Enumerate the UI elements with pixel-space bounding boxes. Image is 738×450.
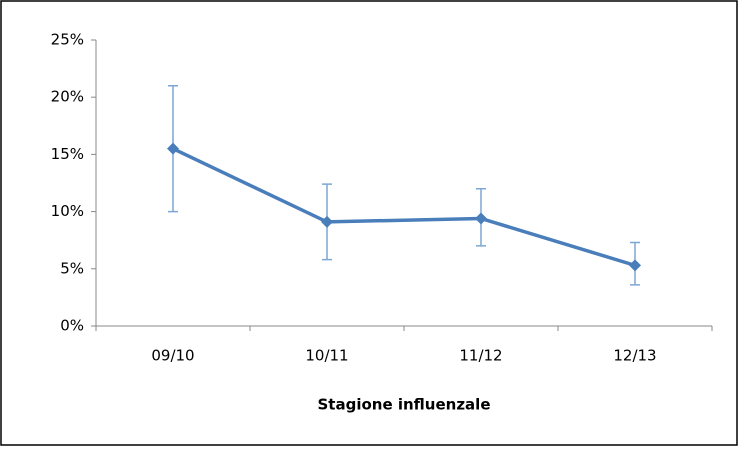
y-tick-label: 15% — [51, 145, 84, 163]
y-tick-label: 10% — [51, 202, 84, 220]
marker — [475, 212, 487, 225]
marker — [167, 142, 179, 155]
y-tick-label: 25% — [51, 31, 84, 49]
x-tick-label: 09/10 — [151, 347, 194, 365]
line — [172, 147, 636, 268]
y-tick-label: 20% — [51, 88, 84, 106]
x-tick-label: 11/12 — [459, 347, 502, 365]
marker — [629, 259, 641, 272]
x-tick-label: 10/11 — [305, 347, 348, 365]
x-tick-label: 12/13 — [613, 347, 656, 365]
y-tick-label: 5% — [60, 259, 84, 277]
y-tick-label: 0% — [60, 317, 84, 335]
x-axis-label: Stagione influenzale — [318, 396, 491, 414]
marker — [321, 215, 333, 228]
